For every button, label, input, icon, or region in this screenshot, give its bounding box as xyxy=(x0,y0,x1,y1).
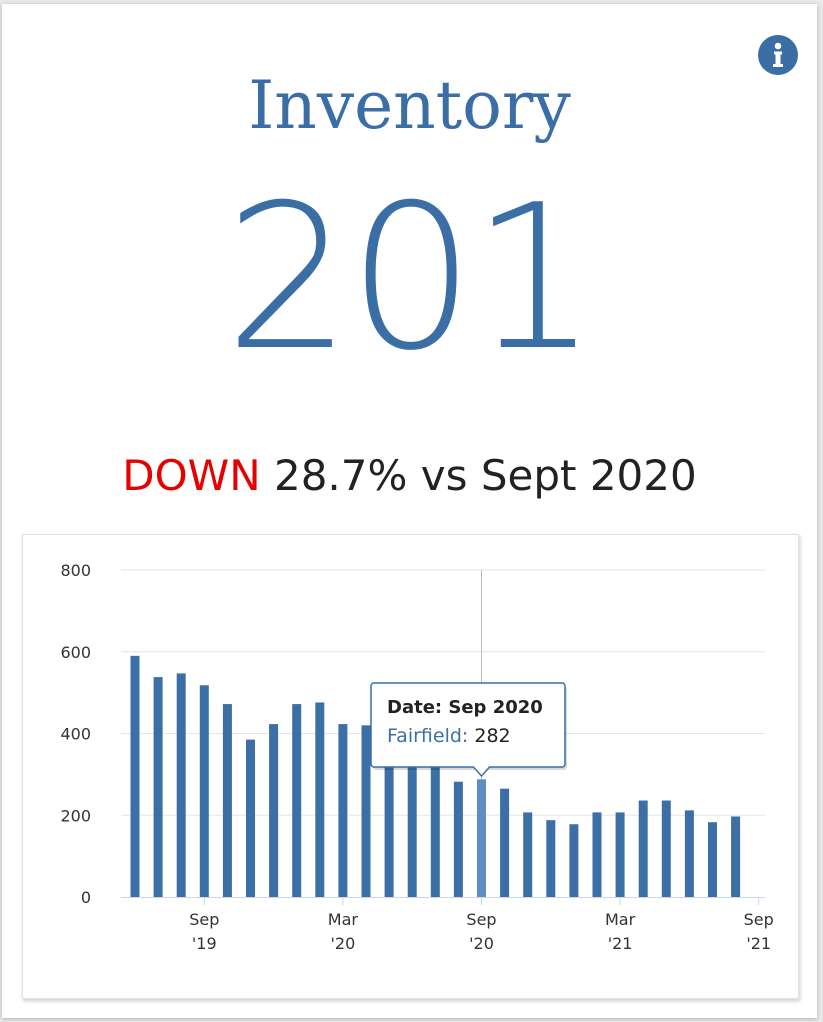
x-tick-label: Mar xyxy=(605,910,636,929)
inventory-bar-chart[interactable]: 0 200 400 600 800 Sep '19 Mar '20 Sep '20 Mar '21 Se… xyxy=(23,535,798,998)
bar[interactable] xyxy=(269,724,279,897)
x-tick-label: '21 xyxy=(608,934,633,953)
bar[interactable] xyxy=(661,800,671,897)
bar[interactable] xyxy=(569,824,579,897)
inventory-value: 201 xyxy=(224,162,599,395)
bar[interactable] xyxy=(246,739,255,897)
tooltip-date: Date: Sep 2020 xyxy=(387,697,543,718)
bar[interactable] xyxy=(430,763,440,897)
bar[interactable] xyxy=(453,781,463,897)
bar[interactable] xyxy=(731,816,741,897)
bar[interactable] xyxy=(523,812,533,897)
bar[interactable] xyxy=(153,677,163,897)
bar[interactable] xyxy=(477,779,486,897)
bar[interactable] xyxy=(638,800,648,897)
x-tick-label: Sep xyxy=(744,910,774,929)
y-tick-label: 400 xyxy=(60,725,91,744)
bar[interactable] xyxy=(407,767,417,897)
bar[interactable] xyxy=(338,724,348,897)
bar[interactable] xyxy=(500,788,510,897)
inventory-card: Inventory 201 DOWN 28.7% vs Sept 2020 0 2… xyxy=(2,4,817,1018)
y-tick-label: 0 xyxy=(81,888,91,907)
bar[interactable] xyxy=(615,812,625,897)
x-tick-label: '21 xyxy=(746,934,771,953)
bar[interactable] xyxy=(222,704,232,897)
x-tick-label: Sep xyxy=(189,910,219,929)
widget-title: Inventory xyxy=(248,67,571,144)
info-circle-icon[interactable] xyxy=(757,34,799,76)
x-tick-label: Sep xyxy=(466,910,496,929)
bar[interactable] xyxy=(130,655,140,897)
y-tick-label: 200 xyxy=(60,806,91,825)
bar[interactable] xyxy=(684,810,694,897)
bar[interactable] xyxy=(546,820,556,897)
bar[interactable] xyxy=(292,704,302,897)
bar[interactable] xyxy=(361,725,371,897)
x-tick-label: '20 xyxy=(331,934,356,953)
bar[interactable] xyxy=(315,702,325,897)
tooltip-box xyxy=(370,682,566,778)
change-direction: DOWN xyxy=(122,451,261,500)
chart-panel: 0 200 400 600 800 Sep '19 Mar '20 Sep '20 Mar '21 Se… xyxy=(22,534,799,999)
change-text: 28.7% vs Sept 2020 xyxy=(273,451,697,500)
x-tick-label: Mar xyxy=(328,910,359,929)
bar[interactable] xyxy=(199,685,209,897)
y-tick-label: 800 xyxy=(60,561,91,580)
bar[interactable] xyxy=(384,762,394,897)
tooltip-value: Fairfield: 282 xyxy=(387,725,511,747)
chart-tooltip: Date: Sep 2020 Fairfield: 282 xyxy=(370,682,567,778)
y-tick-label: 600 xyxy=(60,643,91,662)
bar[interactable] xyxy=(708,822,717,897)
change-summary: DOWN 28.7% vs Sept 2020 xyxy=(2,449,817,503)
bar[interactable] xyxy=(176,673,186,897)
x-tick-label: '20 xyxy=(469,934,494,953)
bar[interactable] xyxy=(592,812,602,897)
x-tick-label: '19 xyxy=(192,934,217,953)
